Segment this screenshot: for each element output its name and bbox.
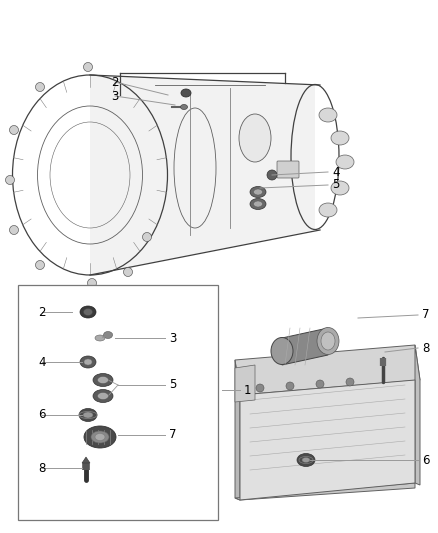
Polygon shape [235,345,420,395]
Ellipse shape [84,359,92,365]
FancyBboxPatch shape [277,161,299,178]
Text: 3: 3 [169,332,177,344]
Text: 2: 2 [112,76,119,88]
Text: 7: 7 [169,429,177,441]
Ellipse shape [95,433,105,440]
Polygon shape [240,380,415,500]
Text: 6: 6 [39,408,46,422]
Polygon shape [235,483,415,500]
Circle shape [346,378,354,386]
Circle shape [35,261,45,270]
Ellipse shape [271,337,293,365]
Ellipse shape [79,408,97,422]
Polygon shape [282,328,328,365]
Ellipse shape [302,457,310,463]
Ellipse shape [83,412,93,418]
Ellipse shape [93,374,113,386]
Polygon shape [90,75,315,275]
Ellipse shape [239,114,271,162]
Ellipse shape [93,390,113,402]
Ellipse shape [181,89,191,97]
Circle shape [6,175,14,184]
Ellipse shape [254,201,262,207]
Ellipse shape [321,332,335,350]
Circle shape [316,380,324,388]
Ellipse shape [331,181,349,195]
Ellipse shape [91,431,109,443]
Ellipse shape [319,108,337,122]
Bar [18,285,218,520]
Ellipse shape [317,327,339,354]
Text: 7: 7 [422,309,430,321]
Circle shape [35,83,45,92]
Ellipse shape [80,306,96,318]
Ellipse shape [84,426,116,448]
Ellipse shape [331,131,349,145]
Circle shape [84,62,92,71]
Text: 5: 5 [332,179,339,191]
Text: 4: 4 [39,356,46,368]
Ellipse shape [254,189,262,195]
Circle shape [286,382,294,390]
Polygon shape [82,457,90,463]
Ellipse shape [180,104,187,109]
Circle shape [142,232,152,241]
Text: 6: 6 [422,454,430,466]
Ellipse shape [319,203,337,217]
Circle shape [267,170,277,180]
Circle shape [88,279,96,287]
Circle shape [10,225,18,235]
Text: 8: 8 [422,342,429,354]
Ellipse shape [80,356,96,368]
Text: 5: 5 [169,378,177,392]
Circle shape [10,125,18,134]
Polygon shape [415,345,420,485]
Ellipse shape [250,187,266,198]
Polygon shape [235,365,255,402]
Text: 2: 2 [39,305,46,319]
Ellipse shape [103,332,113,338]
Ellipse shape [98,392,109,400]
Polygon shape [235,360,240,500]
Circle shape [124,268,133,277]
Circle shape [256,384,264,392]
Text: 8: 8 [39,462,46,474]
Text: 1: 1 [244,384,251,397]
Ellipse shape [84,309,92,316]
Ellipse shape [98,376,109,384]
Ellipse shape [297,454,315,466]
Ellipse shape [250,198,266,209]
Text: 3: 3 [112,90,119,102]
Ellipse shape [336,155,354,169]
Text: 4: 4 [332,166,339,179]
Ellipse shape [95,335,105,341]
